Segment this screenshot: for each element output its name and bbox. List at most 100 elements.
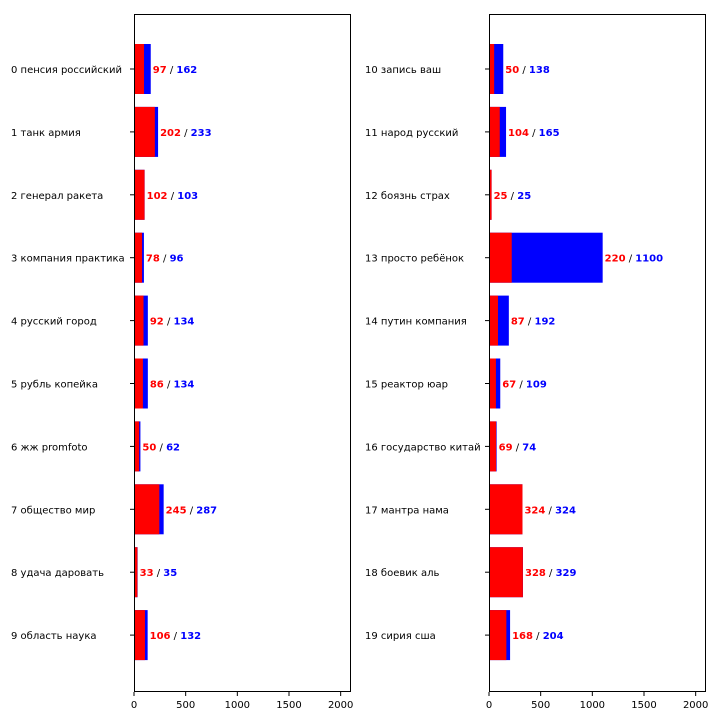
value-label: 33 / 35 (140, 568, 178, 579)
value-label-blue: 134 (174, 380, 195, 391)
value-separator: / (160, 254, 170, 265)
bar-red (489, 610, 507, 661)
x-tick-label: 500 (531, 700, 550, 711)
value-separator: / (167, 65, 177, 76)
value-separator: / (164, 380, 174, 391)
value-label: 168 / 204 (512, 631, 564, 642)
value-label-red: 50 (142, 442, 156, 453)
category-label: 10 запись ваш (365, 65, 441, 76)
value-label-red: 245 (166, 505, 187, 516)
x-tick-label: 0 (131, 700, 137, 711)
category-label: 3 компания практика (11, 254, 125, 265)
value-label: 50 / 138 (505, 65, 550, 76)
value-label-blue: 132 (180, 631, 201, 642)
value-label-red: 106 (150, 631, 171, 642)
value-separator: / (508, 191, 518, 202)
category-label: 9 область наука (11, 631, 97, 642)
value-separator: / (626, 254, 636, 265)
bar-red (489, 232, 512, 283)
value-label-blue: 165 (539, 128, 560, 139)
category-label: 13 просто ребёнок (365, 254, 464, 265)
category-label: 12 боязнь страх (365, 191, 450, 202)
value-label: 106 / 132 (150, 631, 202, 642)
bar-red (134, 547, 138, 598)
plot-frame (134, 14, 351, 692)
value-label: 328 / 329 (525, 568, 577, 579)
value-label-blue: 329 (556, 568, 577, 579)
value-label-red: 92 (150, 317, 164, 328)
bar-red (489, 421, 497, 472)
bar-red (134, 106, 155, 157)
chart-panel-1: 0 пенсия российский 97 / 162 1 танк армия 2… (11, 14, 353, 711)
value-label-red: 168 (512, 631, 533, 642)
value-label-red: 328 (525, 568, 546, 579)
x-tick-label: 1500 (276, 700, 301, 711)
value-label-blue: 1100 (635, 254, 663, 265)
value-separator: / (516, 380, 526, 391)
value-label-red: 67 (502, 380, 516, 391)
value-label: 67 / 109 (502, 380, 547, 391)
value-separator: / (529, 128, 539, 139)
value-separator: / (156, 442, 166, 453)
plot-frame (489, 14, 706, 692)
bar-red (489, 106, 500, 157)
value-label: 92 / 134 (150, 317, 195, 328)
value-label-red: 33 (140, 568, 154, 579)
value-separator: / (187, 505, 197, 516)
value-label: 69 / 74 (499, 442, 537, 453)
x-tick-label: 2000 (328, 700, 353, 711)
x-tick-label: 500 (176, 700, 195, 711)
value-label-red: 97 (153, 65, 167, 76)
value-label-red: 25 (494, 191, 508, 202)
category-label: 6 жж promfoto (11, 442, 88, 453)
value-label-red: 104 (508, 128, 529, 139)
value-label-red: 220 (605, 254, 626, 265)
value-label: 324 / 324 (524, 505, 576, 516)
category-label: 7 общество мир (11, 505, 95, 516)
value-separator: / (168, 191, 178, 202)
value-separator: / (513, 442, 523, 453)
category-label: 15 реактор юар (365, 380, 448, 391)
value-label-blue: 109 (526, 380, 547, 391)
value-label-blue: 192 (534, 317, 555, 328)
value-label-red: 102 (147, 191, 168, 202)
value-separator: / (525, 317, 535, 328)
value-separator: / (171, 631, 181, 642)
bar-red (489, 484, 523, 535)
value-label-blue: 62 (166, 442, 180, 453)
category-label: 2 генерал ракета (11, 191, 103, 202)
category-label: 0 пенсия российский (11, 65, 122, 76)
category-label: 18 боевик аль (365, 568, 439, 579)
value-label: 50 / 62 (142, 442, 180, 453)
category-label: 1 танк армия (11, 128, 81, 139)
value-label: 245 / 287 (166, 505, 218, 516)
x-tick-label: 1000 (225, 700, 250, 711)
value-label: 87 / 192 (511, 317, 556, 328)
value-label: 102 / 103 (147, 191, 199, 202)
value-label-red: 86 (150, 380, 164, 391)
category-label: 8 удача даровать (11, 568, 104, 579)
x-tick-label: 0 (486, 700, 492, 711)
value-label-blue: 134 (174, 317, 195, 328)
value-label-blue: 324 (555, 505, 576, 516)
category-label: 11 народ русский (365, 128, 458, 139)
value-label: 220 / 1100 (605, 254, 663, 265)
value-separator: / (546, 568, 556, 579)
category-label: 5 рубль копейка (11, 380, 98, 391)
value-separator: / (164, 317, 174, 328)
value-separator: / (181, 128, 191, 139)
value-label: 202 / 233 (160, 128, 212, 139)
bar-red (134, 610, 145, 661)
value-separator: / (519, 65, 529, 76)
value-label: 86 / 134 (150, 380, 195, 391)
value-label-blue: 204 (543, 631, 564, 642)
value-separator: / (154, 568, 164, 579)
value-label-blue: 35 (163, 568, 177, 579)
value-label-blue: 162 (176, 65, 197, 76)
value-label: 25 / 25 (494, 191, 532, 202)
category-label: 14 путин компания (365, 317, 467, 328)
x-tick-label: 1000 (580, 700, 605, 711)
value-label-blue: 96 (170, 254, 184, 265)
value-label-red: 202 (160, 128, 181, 139)
value-label-red: 78 (146, 254, 160, 265)
